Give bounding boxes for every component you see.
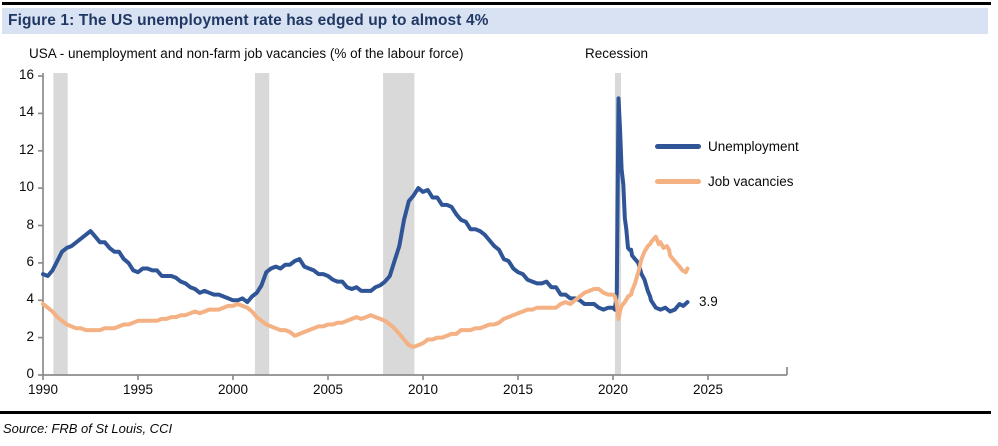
series-end-value-label: 3.9 — [699, 294, 718, 309]
x-tick-label: 2010 — [407, 382, 439, 397]
recession-band — [383, 73, 415, 375]
y-tick-label: 0 — [26, 366, 34, 381]
x-tick-label: 1990 — [27, 382, 59, 397]
legend-label: Job vacancies — [708, 173, 794, 189]
legend-swatch — [655, 143, 701, 149]
y-tick-label: 12 — [18, 141, 34, 157]
y-tick-label: 14 — [18, 104, 34, 120]
legend-swatch — [655, 178, 701, 184]
chart-legend: Unemployment Job vacancies — [655, 137, 799, 207]
y-tick-label: 8 — [26, 216, 34, 232]
recession-band — [53, 73, 68, 375]
x-tick-label: 2020 — [597, 382, 629, 397]
legend-item: Unemployment — [655, 137, 799, 155]
recession-band — [254, 73, 270, 375]
series-line-job-vacancies — [41, 234, 690, 349]
legend-label: Unemployment — [708, 138, 799, 154]
legend-item: Job vacancies — [655, 172, 799, 190]
bottom-rule — [0, 411, 991, 414]
source-note: Source: FRB of St Louis, CCI — [3, 421, 173, 436]
y-tick-label: 4 — [26, 291, 34, 307]
x-tick-label: 2025 — [692, 382, 724, 397]
series-line-unemployment — [41, 96, 690, 314]
x-tick-label: 2015 — [502, 382, 534, 397]
top-rule — [2, 2, 991, 5]
figure-title: Figure 1: The US unemployment rate has e… — [8, 12, 489, 29]
x-tick-label: 2005 — [312, 382, 344, 397]
x-tick-label: 2000 — [217, 382, 249, 397]
y-tick-label: 2 — [26, 328, 34, 344]
recession-legend-label: Recession — [585, 46, 649, 61]
y-tick-label: 16 — [18, 67, 34, 82]
x-tick-label: 1995 — [122, 382, 154, 397]
y-tick-label: 10 — [18, 179, 34, 195]
chart-subtitle: USA - unemployment and non-farm job vaca… — [29, 46, 464, 61]
title-bar: Figure 1: The US unemployment rate has e… — [2, 8, 988, 34]
y-tick-label: 6 — [26, 253, 34, 269]
